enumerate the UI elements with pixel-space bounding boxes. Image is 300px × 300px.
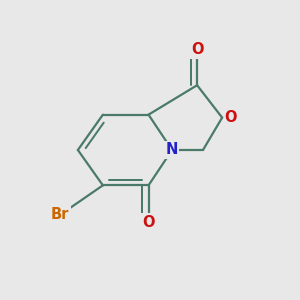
Text: Br: Br — [51, 207, 69, 222]
Text: N: N — [166, 142, 178, 158]
Text: O: O — [142, 214, 155, 230]
Text: O: O — [191, 42, 203, 57]
Text: O: O — [225, 110, 237, 125]
